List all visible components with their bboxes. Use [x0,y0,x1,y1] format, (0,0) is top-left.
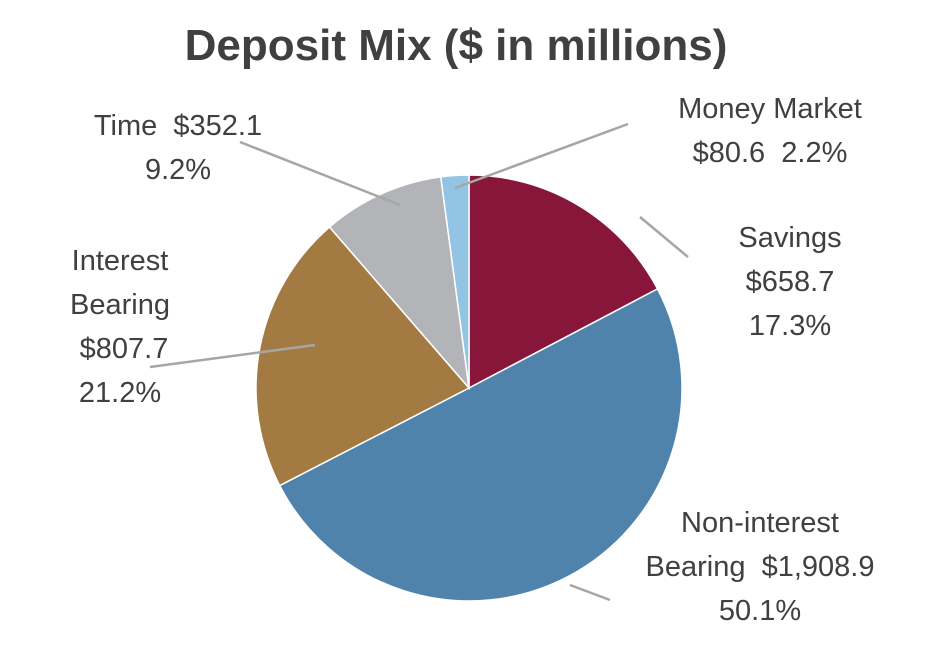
pie-slice-non-interest-bearing [278,287,683,602]
leader-line-savings [639,216,689,258]
data-label-interest-bearing: Interest Bearing $807.7 21.2% [70,245,170,409]
data-label-time: Time $352.1 9.2% [94,110,262,186]
chart-title: Deposit Mix ($ in millions) [185,21,728,70]
pie-slice-time [328,176,471,391]
slice-labels: Savings $658.7 17.3% Non-interest Bearing $1… [70,93,874,627]
leader-lines [149,122,689,602]
data-label-non-interest-bearing: Non-interest Bearing $1,908.9 50.1% [646,507,875,627]
leader-line-non-interest-bearing [569,583,611,602]
pie-slices [255,174,683,602]
leader-line-money-market [454,122,629,190]
pie-slice-savings [468,174,659,390]
pie-slice-money-market [439,174,470,389]
data-label-savings: Savings $658.7 17.3% [738,222,841,342]
leader-line-time [239,140,401,207]
data-label-money-market: Money Market $80.6 2.2% [678,93,862,169]
leader-line-interest-bearing [149,343,316,369]
pie-slice-interest-bearing [255,225,471,487]
